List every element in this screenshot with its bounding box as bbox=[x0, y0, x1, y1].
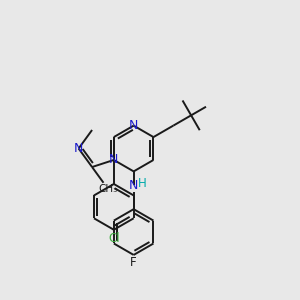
Text: N: N bbox=[129, 119, 138, 132]
Text: N: N bbox=[74, 142, 83, 155]
Text: N: N bbox=[109, 154, 119, 166]
Text: Cl: Cl bbox=[108, 232, 120, 244]
Text: H: H bbox=[138, 177, 146, 190]
Text: F: F bbox=[130, 256, 137, 269]
Text: N: N bbox=[129, 178, 138, 192]
Text: CH₃: CH₃ bbox=[98, 184, 118, 194]
